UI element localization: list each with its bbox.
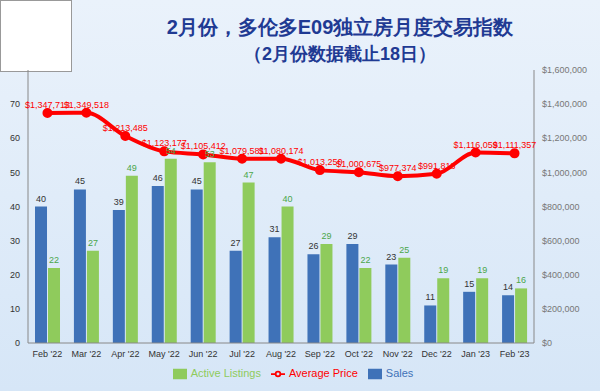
html-text:（2月份数据截止18日）: （2月份数据截止18日）	[244, 44, 436, 64]
svg-text:$1,000,675: $1,000,675	[336, 159, 381, 169]
svg-text:19: 19	[438, 265, 448, 275]
svg-text:Jun '22: Jun '22	[189, 349, 218, 359]
svg-text:15: 15	[464, 279, 474, 289]
svg-text:20: 20	[10, 270, 20, 280]
svg-text:49: 49	[127, 163, 137, 173]
svg-text:Oct '22: Oct '22	[345, 349, 373, 359]
svg-text:$0: $0	[542, 338, 552, 348]
svg-text:Jan '23: Jan '23	[461, 349, 490, 359]
svg-text:$1,079,581: $1,079,581	[219, 145, 265, 156]
html-text:Sales: Sales	[385, 367, 414, 379]
svg-text:$1,080,174: $1,080,174	[258, 146, 303, 156]
svg-text:53: 53	[204, 149, 215, 160]
svg-text:$1,213,485: $1,213,485	[103, 123, 148, 133]
svg-text:54: 54	[165, 145, 176, 156]
svg-text:Apr '22: Apr '22	[111, 349, 139, 359]
svg-text:29: 29	[347, 231, 357, 241]
svg-text:$400,000: $400,000	[542, 270, 580, 280]
svg-text:16: 16	[516, 275, 526, 285]
svg-text:10: 10	[10, 304, 20, 314]
svg-text:40: 40	[10, 202, 20, 212]
svg-text:Jul '22: Jul '22	[229, 349, 255, 359]
svg-text:60: 60	[10, 133, 20, 143]
svg-text:$977,374: $977,374	[379, 163, 417, 173]
svg-text:14: 14	[503, 282, 513, 292]
svg-text:$800,000: $800,000	[542, 202, 580, 212]
svg-text:40: 40	[36, 194, 46, 204]
svg-text:22: 22	[49, 255, 59, 265]
svg-text:Feb '22: Feb '22	[33, 349, 63, 359]
svg-text:Mar '22: Mar '22	[72, 349, 102, 359]
svg-text:$1,123,177: $1,123,177	[141, 138, 187, 149]
svg-text:46: 46	[153, 173, 163, 183]
svg-text:40: 40	[283, 194, 293, 204]
svg-text:27: 27	[231, 238, 241, 248]
svg-text:45: 45	[75, 176, 85, 186]
svg-text:31: 31	[270, 224, 280, 234]
svg-text:Sep '22: Sep '22	[305, 349, 335, 359]
svg-text:29: 29	[321, 231, 331, 241]
svg-text:$1,600,000: $1,600,000	[542, 65, 587, 75]
svg-text:May '22: May '22	[149, 349, 180, 359]
svg-text:22: 22	[360, 255, 370, 265]
svg-text:$600,000: $600,000	[542, 236, 580, 246]
svg-text:47: 47	[244, 170, 254, 180]
svg-text:26: 26	[308, 241, 318, 251]
html-text:Active Listings: Active Listings	[190, 367, 261, 379]
svg-text:$1,013,250: $1,013,250	[297, 157, 343, 168]
html-text:Average Price: Average Price	[288, 367, 358, 379]
svg-text:30: 30	[10, 236, 20, 246]
svg-text:23: 23	[386, 252, 396, 262]
svg-text:$1,105,412: $1,105,412	[180, 141, 226, 152]
svg-text:$1,116,059: $1,116,059	[453, 140, 497, 150]
svg-text:70: 70	[10, 99, 20, 109]
svg-text:$991,818: $991,818	[418, 161, 456, 171]
svg-text:Feb '23: Feb '23	[500, 349, 530, 359]
svg-text:$1,200,000: $1,200,000	[542, 133, 587, 143]
svg-text:39: 39	[114, 197, 124, 207]
svg-text:$1,349,518: $1,349,518	[64, 100, 109, 110]
svg-text:Aug '22: Aug '22	[266, 349, 296, 359]
svg-text:25: 25	[399, 245, 409, 255]
svg-text:$200,000: $200,000	[542, 304, 580, 314]
svg-text:$1,347,713: $1,347,713	[24, 100, 70, 110]
svg-text:Nov '22: Nov '22	[383, 349, 413, 359]
svg-text:19: 19	[477, 265, 487, 275]
svg-text:27: 27	[88, 238, 98, 248]
svg-text:0: 0	[15, 338, 20, 348]
svg-text:$1,111,357: $1,111,357	[493, 140, 537, 150]
svg-text:50: 50	[10, 168, 20, 178]
svg-text:$1,400,000: $1,400,000	[542, 99, 587, 109]
html-text:2月份，多伦多E09独立房月度交易指数: 2月份，多伦多E09独立房月度交易指数	[166, 16, 514, 38]
svg-text:Dec '22: Dec '22	[422, 349, 452, 359]
svg-text:$1,000,000: $1,000,000	[542, 168, 587, 178]
svg-text:45: 45	[192, 176, 202, 186]
svg-text:11: 11	[426, 292, 435, 302]
